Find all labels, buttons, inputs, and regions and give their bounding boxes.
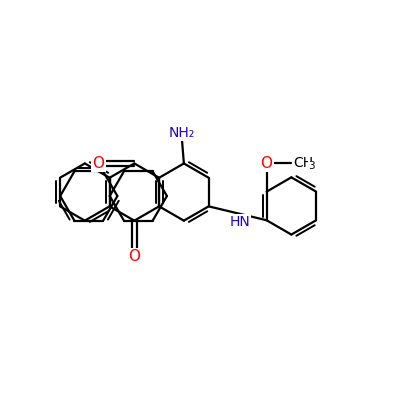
Text: O: O [128, 249, 140, 264]
Text: NH₂: NH₂ [169, 126, 195, 140]
Text: O: O [92, 156, 104, 171]
Text: HN: HN [229, 215, 250, 229]
Text: O: O [260, 156, 272, 170]
Text: 3: 3 [308, 161, 314, 171]
Text: CH: CH [293, 156, 313, 170]
